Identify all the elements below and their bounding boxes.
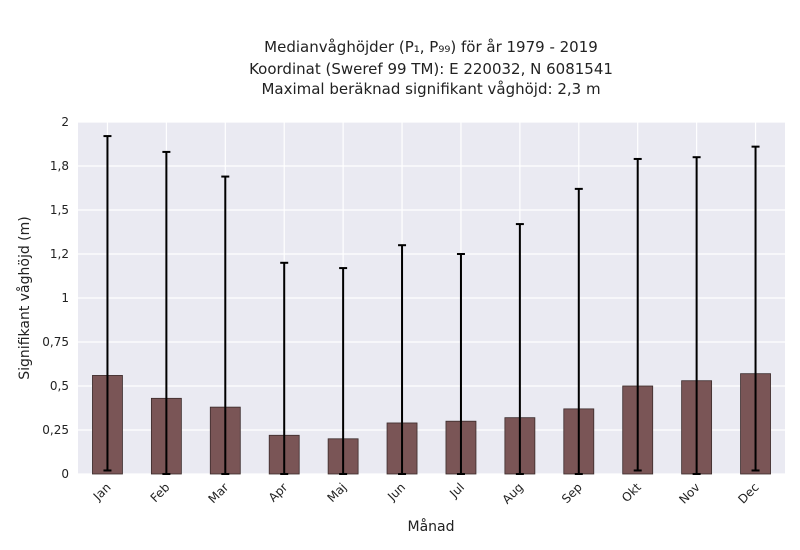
x-tick-label-maj: Maj: [324, 480, 349, 505]
y-tick-labels: 0 0,25 0,5 0,75 1 1,2 1,5 1,8 2: [42, 115, 69, 481]
y-tick-label: 0: [61, 467, 69, 481]
x-tick-label-jul: Jul: [446, 480, 467, 501]
x-tick-label-dec: Dec: [735, 480, 761, 506]
x-tick-label-jan: Jan: [90, 480, 114, 504]
y-tick-label: 1,2: [50, 247, 69, 261]
y-tick-label: 2: [61, 115, 69, 129]
x-tick-label-mar: Mar: [206, 480, 232, 506]
x-tick-labels: Jan Feb Mar Apr Maj Jun Jul Aug Sep Okt Nov Dec: [90, 480, 762, 507]
x-tick-label-nov: Nov: [676, 480, 702, 506]
y-tick-label: 0,75: [42, 335, 69, 349]
error-bars: [103, 135, 760, 475]
y-tick-label: 1: [61, 291, 69, 305]
y-axis-label: Signifikant våghöjd (m): [16, 216, 33, 379]
chart-title-line-3: Maximal beräknad signifikant våghöjd: 2,…: [261, 80, 600, 98]
x-tick-label-sep: Sep: [559, 480, 585, 506]
x-tick-label-feb: Feb: [148, 480, 173, 505]
chart-title-line-2: Koordinat (Sweref 99 TM): E 220032, N 60…: [249, 60, 613, 78]
x-tick-label-aug: Aug: [500, 480, 526, 506]
x-tick-label-okt: Okt: [619, 480, 644, 505]
y-tick-label: 0,5: [50, 379, 69, 393]
x-axis-label: Månad: [408, 518, 455, 535]
x-tick-label-jun: Jun: [384, 480, 408, 504]
chart-title-line-1: Medianvåghöjder (P₁, P₉₉) för år 1979 - …: [264, 38, 598, 56]
y-tick-label: 1,8: [50, 159, 69, 173]
y-tick-label: 1,5: [50, 203, 69, 217]
x-tick-label-apr: Apr: [266, 480, 291, 505]
y-tick-label: 0,25: [42, 423, 69, 437]
